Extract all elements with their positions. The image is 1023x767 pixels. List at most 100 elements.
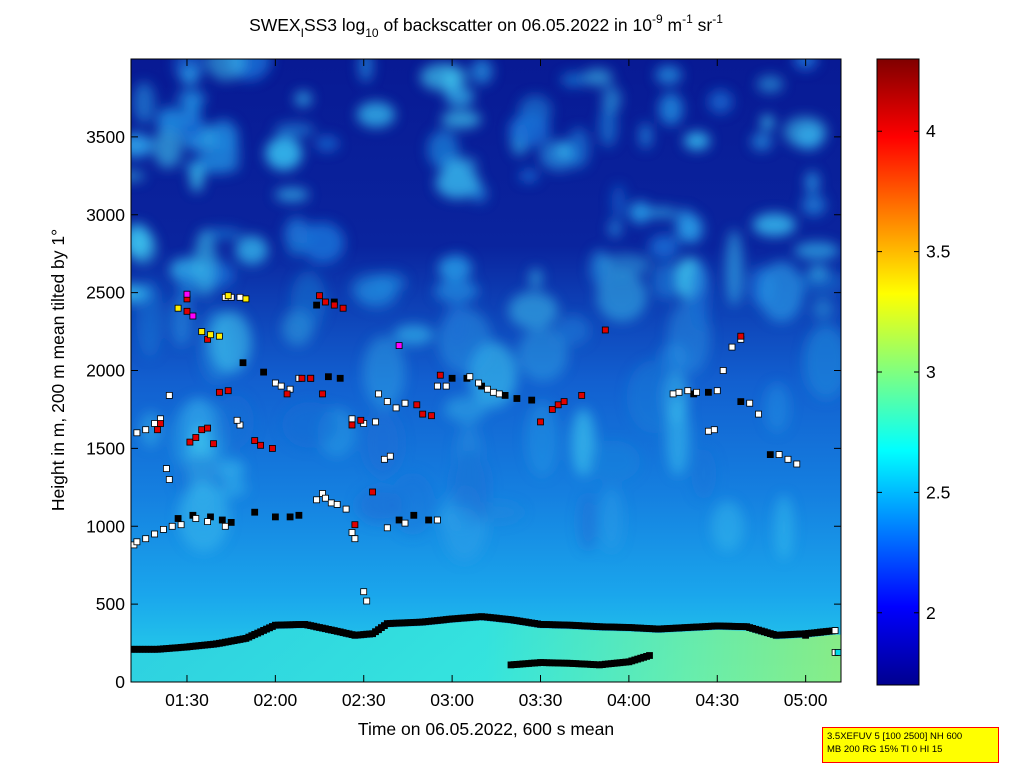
texture-patch [290, 270, 326, 331]
texture-patch [444, 300, 470, 347]
texture-patch [131, 170, 146, 181]
texture-patch [805, 171, 819, 194]
white-square-marker [675, 388, 683, 396]
texture-patch [796, 270, 841, 295]
title-part-2: SS3 log [304, 15, 365, 35]
black-square-marker [174, 515, 182, 522]
texture-patch [356, 487, 403, 524]
x-tick-label: 01:30 [165, 690, 209, 710]
white-square-marker [151, 530, 159, 538]
texture-patch [774, 494, 794, 560]
y-tick-label: 1500 [86, 438, 125, 458]
texture-patch [582, 68, 613, 87]
white-square-marker [484, 385, 491, 393]
black-square-marker [646, 652, 653, 659]
cloud-layer-markers [131, 290, 841, 669]
black-square-marker [271, 513, 279, 521]
texture-patch [444, 396, 488, 422]
red-square-marker [321, 298, 329, 306]
texture-patch [170, 295, 193, 347]
cyan-square-marker [834, 649, 841, 656]
black-square-marker [448, 374, 456, 382]
red-square-marker [419, 410, 427, 418]
white-square-marker [775, 451, 783, 459]
texture-patch [725, 229, 743, 306]
white-square-marker [333, 500, 341, 508]
texture-patch [556, 315, 590, 346]
texture-patch [567, 127, 591, 169]
white-square-marker [342, 505, 350, 513]
texture-patch [587, 440, 640, 482]
y-tick-label: 0 [115, 672, 125, 692]
white-square-marker [433, 382, 441, 390]
y-tick-label: 500 [96, 594, 125, 614]
white-square-marker [348, 415, 356, 423]
texture-patch [363, 410, 403, 476]
title-sub-2: 10 [365, 26, 379, 40]
texture-patch [760, 115, 774, 130]
black-square-marker [239, 359, 247, 367]
white-square-marker [271, 379, 279, 387]
texture-patch [691, 448, 717, 500]
y-tick-label: 3500 [86, 127, 125, 147]
colorbar-tick-label: 3 [926, 362, 936, 382]
white-square-marker [165, 391, 173, 399]
y-tick-label: 1000 [86, 516, 125, 536]
black-square-marker [705, 388, 712, 396]
white-square-marker [233, 416, 241, 424]
x-tick-label: 05:00 [784, 690, 828, 710]
black-square-marker [817, 628, 824, 636]
texture-patch [177, 262, 198, 301]
red-square-marker [154, 426, 161, 434]
texture-patch [215, 458, 246, 481]
red-square-marker [251, 437, 259, 445]
texture-patch [652, 262, 681, 300]
white-square-marker [348, 529, 356, 536]
texture-patch [751, 132, 773, 151]
white-square-marker [495, 390, 503, 398]
info-line-1: 3.5XEFUV 5 [100 2500] NH 600 [827, 731, 963, 742]
black-square-marker [218, 516, 226, 524]
texture-patch [294, 91, 312, 107]
info-line-2: MB 200 RG 15% TI 0 HI 15 [827, 744, 943, 755]
texture-patch [525, 401, 559, 477]
texture-patch [764, 383, 791, 433]
colorbar-tick-label: 3.5 [926, 242, 950, 262]
texture-patch [436, 506, 479, 532]
white-square-marker [192, 515, 200, 522]
texture-patch [608, 219, 622, 238]
texture-patch [708, 90, 733, 114]
texture-patch [665, 397, 690, 476]
red-square-marker [413, 401, 421, 409]
texture-patch [274, 122, 315, 138]
black-square-marker [737, 398, 745, 406]
magenta-square-marker [189, 312, 197, 320]
colorbar-ticks: 2 2.5 3 3.5 4 [877, 121, 950, 623]
texture-patch [265, 136, 303, 171]
yellow-square-marker [174, 304, 182, 312]
texture-patch [420, 63, 468, 91]
red-square-marker [537, 418, 544, 426]
black-square-marker [251, 508, 259, 516]
yellow-square-marker [242, 295, 250, 303]
red-square-marker [428, 412, 435, 420]
red-square-marker [183, 307, 191, 315]
black-square-marker [528, 396, 536, 404]
red-square-marker [204, 424, 212, 432]
red-square-marker [348, 421, 356, 429]
texture-patch [186, 136, 202, 151]
white-square-marker [728, 343, 736, 351]
texture-patch [756, 75, 784, 93]
texture-patch [803, 324, 841, 400]
white-square-marker [705, 427, 712, 435]
texture-patch [578, 493, 598, 551]
texture-patch [648, 234, 679, 259]
texture-patch [449, 253, 466, 280]
black-square-marker [513, 395, 521, 402]
texture-patch [611, 184, 626, 220]
x-tick-label: 04:30 [695, 690, 739, 710]
texture-patch [315, 136, 339, 152]
y-tick-label: 3000 [86, 205, 125, 225]
white-square-marker [159, 526, 167, 533]
